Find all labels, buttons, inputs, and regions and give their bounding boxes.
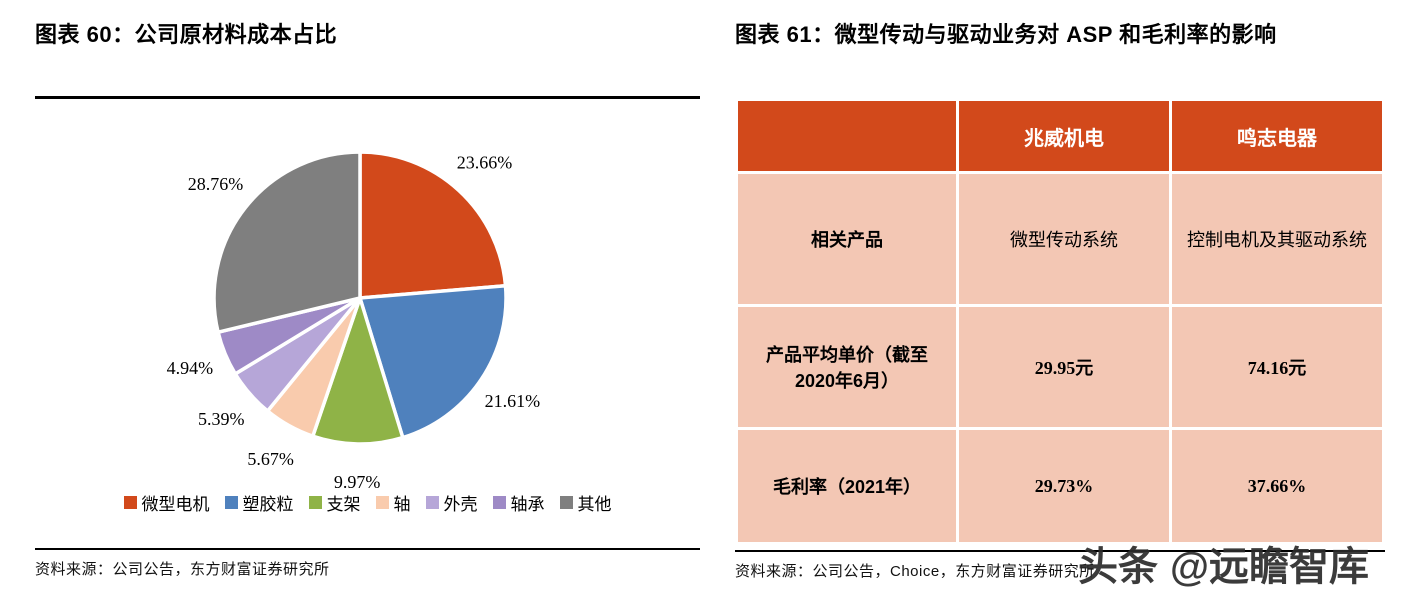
legend-label: 轴承	[510, 495, 545, 514]
figure-61-source: 资料来源：公司公告，Choice，东方财富证券研究所	[735, 563, 1095, 580]
figure-60-divider	[35, 548, 700, 550]
value-cell: 微型传动系统	[959, 174, 1169, 304]
legend-label: 轴	[393, 495, 411, 514]
value-cell: 29.73%	[959, 430, 1169, 542]
pie-slice-微型电机	[358, 150, 508, 300]
table-header-company: 鸣志电器	[1172, 101, 1382, 171]
legend-item-其他: 其他	[559, 490, 612, 515]
legend-item-微型电机: 微型电机	[123, 490, 210, 515]
legend-swatch	[224, 496, 238, 509]
figure-61-divider	[735, 550, 1385, 552]
legend-item-轴: 轴	[375, 490, 411, 515]
legend-label: 塑胶粒	[242, 495, 294, 514]
pie-legend: 微型电机 塑胶粒 支架 轴 外壳 轴承 其他	[35, 490, 700, 515]
pie-value-label: 9.97%	[334, 472, 381, 492]
pie-value-label: 5.67%	[247, 449, 294, 469]
pie-value-label: 5.39%	[198, 409, 245, 429]
row-label-cell: 毛利率（2021年）	[738, 430, 956, 542]
row-label-cell: 相关产品	[738, 174, 956, 304]
table-header-company: 兆威机电	[959, 101, 1169, 171]
raw-materials-pie-chart: 23.66% 21.61% 9.97% 5.67%5.39% 4.94% 28.76%	[167, 150, 541, 492]
legend-label: 微型电机	[141, 495, 210, 514]
table-row: 相关产品 微型传动系统 控制电机及其驱动系统	[738, 174, 1382, 304]
value-cell: 37.66%	[1172, 430, 1382, 542]
legend-item-轴承: 轴承	[492, 490, 545, 515]
pie-slice-其他	[212, 150, 362, 334]
table-row: 毛利率（2021年） 29.73% 37.66%	[738, 430, 1382, 542]
table-header-blank	[738, 101, 956, 171]
table-header-row: 兆威机电 鸣志电器	[738, 101, 1382, 171]
row-label-cell: 产品平均单价（截至2020年6月）	[738, 307, 956, 427]
value-cell: 29.95元	[959, 307, 1169, 427]
figure-61-panel: 图表 61：微型传动与驱动业务对 ASP 和毛利率的影响 兆威机电 鸣志电器 相关产…	[735, 0, 1385, 603]
watermark-handle: @远瞻智库	[1170, 545, 1370, 589]
pie-value-label: 21.61%	[485, 391, 541, 411]
table-row: 产品平均单价（截至2020年6月） 29.95元 74.16元	[738, 307, 1382, 427]
legend-swatch	[308, 496, 322, 509]
legend-item-塑胶粒: 塑胶粒	[224, 490, 294, 515]
legend-item-外壳: 外壳	[425, 490, 478, 515]
legend-swatch	[123, 496, 137, 509]
toutiao-brand-text: 头条	[1078, 545, 1158, 589]
legend-label: 支架	[326, 495, 361, 514]
pie-slice-塑胶粒	[358, 283, 508, 440]
pie-value-label: 4.94%	[167, 358, 214, 378]
asp-margin-comparison-table: 兆威机电 鸣志电器 相关产品 微型传动系统 控制电机及其驱动系统 产品平均单价（截至202…	[735, 98, 1385, 545]
figure-61-title: 图表 61：微型传动与驱动业务对 ASP 和毛利率的影响	[735, 22, 1277, 47]
legend-swatch	[425, 496, 439, 509]
legend-swatch	[559, 496, 573, 509]
pie-value-label: 23.66%	[457, 153, 513, 173]
figure-60-title-underline	[35, 96, 700, 99]
legend-swatch	[375, 496, 389, 509]
legend-item-支架: 支架	[308, 490, 361, 515]
legend-swatch	[492, 496, 506, 509]
value-cell: 74.16元	[1172, 307, 1382, 427]
watermark: 头条 @远瞻智库	[1078, 534, 1369, 592]
figure-60-source: 资料来源：公司公告，东方财富证券研究所	[35, 561, 330, 578]
legend-label: 外壳	[443, 495, 478, 514]
figure-60-title: 图表 60：公司原材料成本占比	[35, 22, 338, 47]
pie-value-label: 28.76%	[188, 174, 244, 194]
value-cell: 控制电机及其驱动系统	[1172, 174, 1382, 304]
pie-slice-支架	[311, 296, 405, 446]
legend-label: 其他	[577, 495, 612, 514]
figure-60-panel: 图表 60：公司原材料成本占比 23.66% 21.61% 9.97% 5.67% 5.…	[35, 0, 700, 603]
